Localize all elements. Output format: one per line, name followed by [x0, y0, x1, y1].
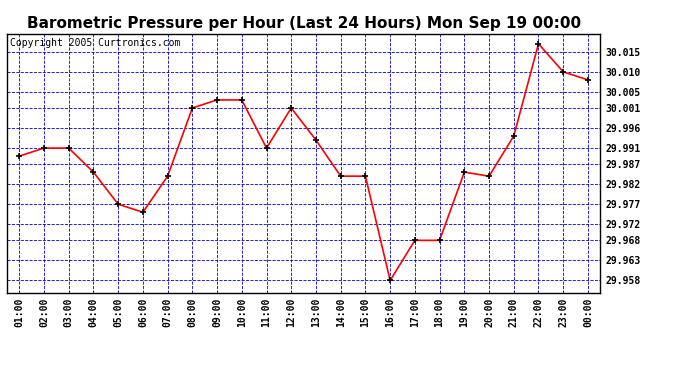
Title: Barometric Pressure per Hour (Last 24 Hours) Mon Sep 19 00:00: Barometric Pressure per Hour (Last 24 Ho…	[26, 16, 581, 31]
Text: Copyright 2005 Curtronics.com: Copyright 2005 Curtronics.com	[10, 38, 180, 48]
